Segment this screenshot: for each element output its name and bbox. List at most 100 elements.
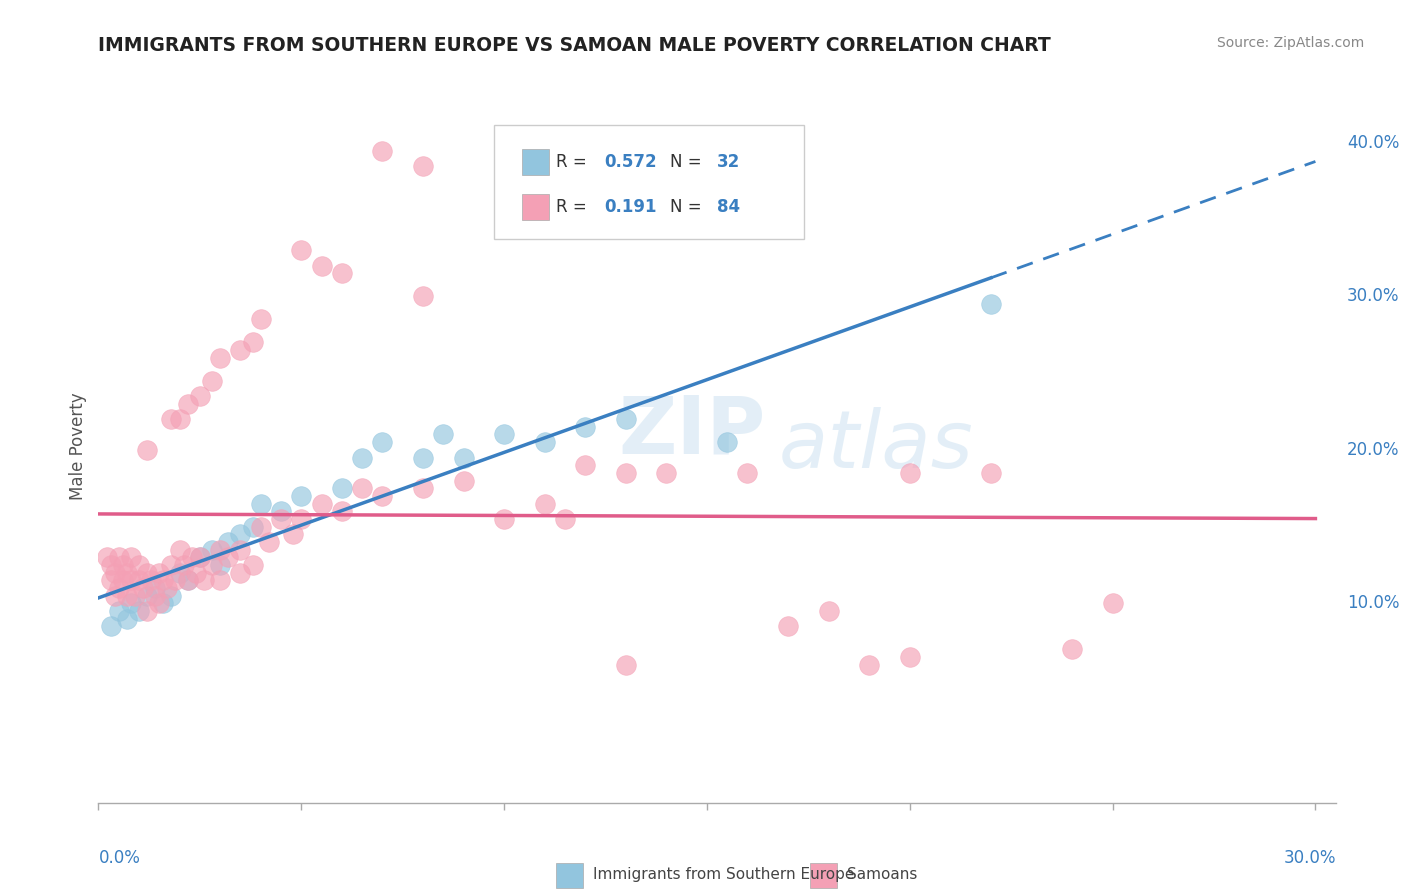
Point	[156, 581, 179, 595]
Point	[1101, 596, 1123, 610]
Point	[290, 244, 312, 258]
Text: R =: R =	[557, 198, 592, 216]
Point	[160, 589, 183, 603]
Point	[533, 435, 555, 450]
FancyBboxPatch shape	[557, 863, 583, 888]
Point	[136, 589, 159, 603]
Point	[311, 497, 333, 511]
Point	[242, 335, 264, 350]
Point	[100, 574, 122, 588]
Point	[136, 604, 159, 618]
Point	[209, 542, 232, 557]
Point	[176, 574, 198, 588]
Point	[311, 259, 333, 273]
Point	[107, 581, 129, 595]
Point	[249, 312, 271, 326]
Text: Source: ZipAtlas.com: Source: ZipAtlas.com	[1216, 36, 1364, 50]
Point	[193, 574, 215, 588]
Point	[898, 650, 921, 665]
Point	[160, 558, 183, 572]
Point	[574, 419, 596, 434]
Point	[776, 619, 799, 633]
Point	[115, 612, 138, 626]
Point	[100, 558, 122, 572]
Point	[574, 458, 596, 473]
Point	[104, 566, 127, 580]
Point	[242, 519, 264, 533]
Point	[432, 427, 454, 442]
Point	[249, 519, 271, 533]
Point	[96, 550, 118, 565]
Point	[352, 481, 374, 495]
Point	[176, 574, 198, 588]
Text: 10.0%: 10.0%	[1347, 594, 1399, 612]
Point	[1060, 642, 1083, 657]
Point	[209, 351, 232, 365]
Point	[371, 144, 394, 158]
Point	[290, 512, 312, 526]
Point	[201, 374, 224, 388]
Point	[494, 427, 516, 442]
Text: 32: 32	[717, 153, 741, 171]
Point	[242, 558, 264, 572]
Point	[858, 657, 880, 672]
FancyBboxPatch shape	[522, 194, 548, 219]
Text: 20.0%: 20.0%	[1347, 441, 1399, 458]
Point	[655, 466, 678, 480]
Point	[128, 604, 150, 618]
Point	[115, 589, 138, 603]
Point	[169, 542, 191, 557]
Point	[180, 550, 202, 565]
Point	[554, 512, 576, 526]
Point	[188, 550, 211, 565]
Point	[453, 474, 475, 488]
Point	[104, 589, 127, 603]
Point	[217, 550, 239, 565]
Text: 40.0%: 40.0%	[1347, 134, 1399, 152]
Point	[160, 412, 183, 426]
Point	[120, 550, 142, 565]
Text: IMMIGRANTS FROM SOUTHERN EUROPE VS SAMOAN MALE POVERTY CORRELATION CHART: IMMIGRANTS FROM SOUTHERN EUROPE VS SAMOA…	[98, 36, 1052, 54]
Point	[614, 466, 637, 480]
Point	[352, 450, 374, 465]
Point	[152, 574, 174, 588]
Point	[169, 412, 191, 426]
Point	[980, 466, 1002, 480]
Point	[148, 596, 170, 610]
Point	[229, 566, 252, 580]
Point	[330, 504, 353, 518]
Point	[412, 481, 434, 495]
Text: 84: 84	[717, 198, 740, 216]
Point	[176, 397, 198, 411]
Text: ZIP: ZIP	[619, 392, 765, 471]
Point	[614, 657, 637, 672]
Point	[209, 574, 232, 588]
Point	[737, 466, 759, 480]
Point	[201, 558, 224, 572]
Point	[229, 527, 252, 541]
Point	[494, 512, 516, 526]
Point	[614, 412, 637, 426]
Point	[128, 558, 150, 572]
Point	[217, 535, 239, 549]
Point	[290, 489, 312, 503]
Point	[188, 389, 211, 403]
Point	[111, 574, 134, 588]
Point	[143, 581, 166, 595]
Text: N =: N =	[671, 153, 707, 171]
Text: 30.0%: 30.0%	[1347, 287, 1399, 305]
Point	[533, 497, 555, 511]
Point	[330, 481, 353, 495]
Point	[124, 589, 146, 603]
Point	[107, 604, 129, 618]
Text: Immigrants from Southern Europe: Immigrants from Southern Europe	[593, 867, 855, 881]
Point	[136, 442, 159, 457]
Text: Samoans: Samoans	[846, 867, 917, 881]
Point	[209, 558, 232, 572]
Text: 0.572: 0.572	[605, 153, 657, 171]
Point	[270, 512, 292, 526]
FancyBboxPatch shape	[810, 863, 837, 888]
Point	[184, 566, 207, 580]
Y-axis label: Male Poverty: Male Poverty	[69, 392, 87, 500]
Point	[120, 574, 142, 588]
